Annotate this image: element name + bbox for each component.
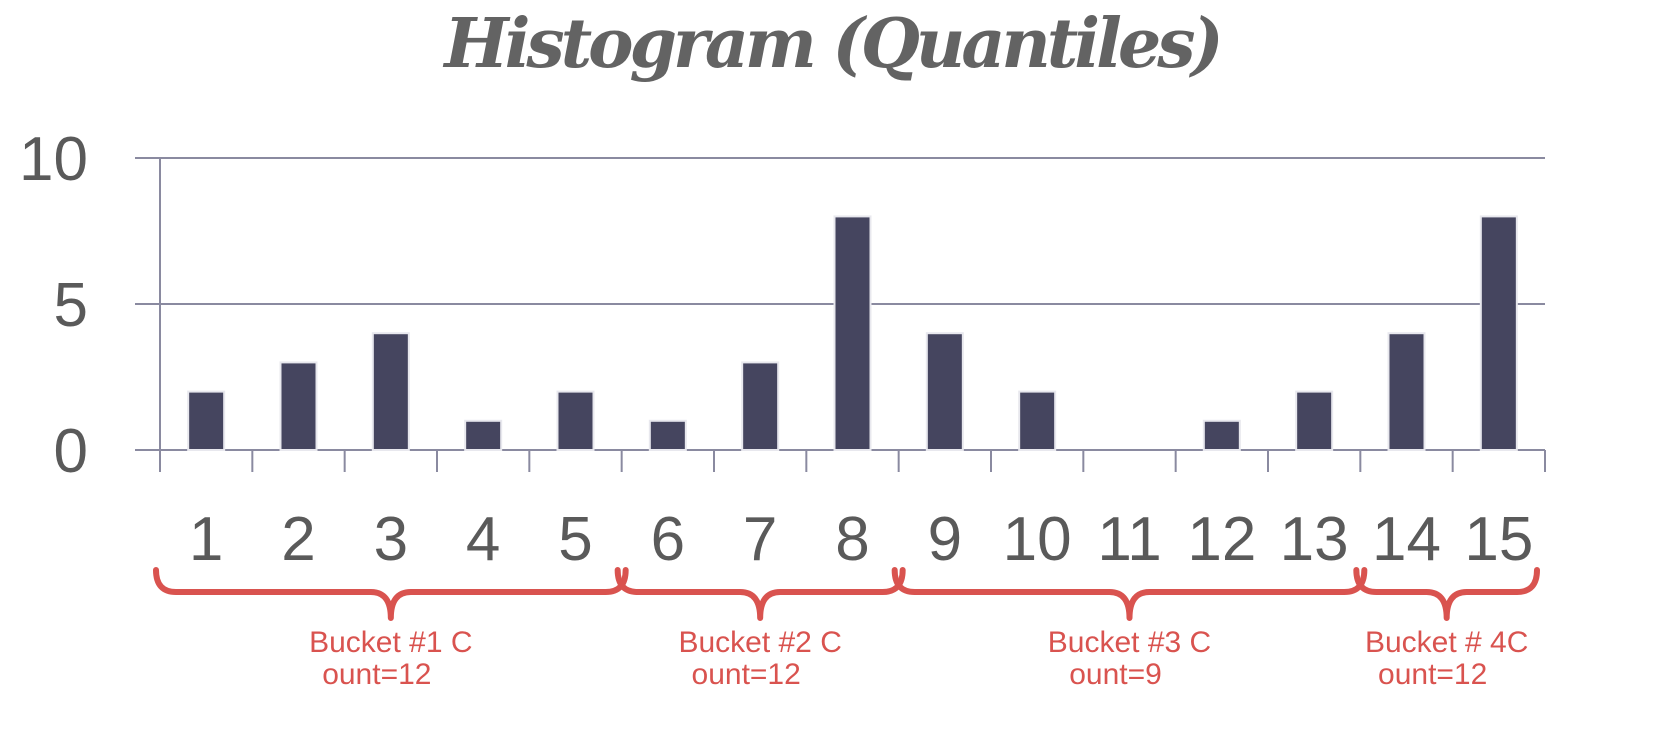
bar-4 bbox=[464, 419, 503, 451]
x-tick-label: 7 bbox=[743, 505, 777, 574]
bucket-4-label-line1: Bucket # 4C bbox=[1365, 626, 1528, 659]
x-tick-label: 3 bbox=[374, 505, 408, 574]
x-tick-label: 13 bbox=[1280, 505, 1349, 574]
y-tick-label: 0 bbox=[54, 417, 88, 486]
bar-7 bbox=[741, 361, 780, 451]
x-tick-label: 10 bbox=[1003, 505, 1072, 574]
bar-6 bbox=[648, 419, 687, 451]
x-tick-label: 5 bbox=[558, 505, 592, 574]
bar-9 bbox=[925, 332, 964, 452]
x-tick-label: 1 bbox=[189, 505, 223, 574]
bar-10 bbox=[1018, 390, 1057, 452]
bucket-2-label-line2: ount=12 bbox=[692, 658, 801, 691]
x-tick-label: 14 bbox=[1372, 505, 1441, 574]
bar-14 bbox=[1387, 332, 1426, 452]
bucket-3-brace bbox=[891, 567, 1368, 621]
bucket-3-label-line2: ount=9 bbox=[1069, 658, 1162, 691]
bar-8 bbox=[833, 215, 872, 451]
x-tick-label: 11 bbox=[1097, 505, 1161, 574]
y-tick-label: 5 bbox=[54, 271, 88, 340]
bar-1 bbox=[187, 390, 226, 452]
chart-title: Histogram (Quantiles) bbox=[444, 4, 1223, 84]
bar-5 bbox=[556, 390, 595, 452]
x-tick-label: 15 bbox=[1464, 505, 1533, 574]
bar-13 bbox=[1295, 390, 1334, 452]
bar-2 bbox=[279, 361, 318, 451]
bucket-1-brace bbox=[153, 567, 629, 621]
bucket-3-label-line1: Bucket #3 C bbox=[1048, 626, 1211, 659]
x-tick-label: 4 bbox=[466, 505, 500, 574]
bucket-2-label-line1: Bucket #2 C bbox=[678, 626, 841, 659]
bar-15 bbox=[1479, 215, 1518, 451]
x-tick-label: 8 bbox=[835, 505, 869, 574]
bucket-4-brace bbox=[1353, 567, 1540, 621]
bucket-2-brace bbox=[614, 567, 906, 621]
bar-12 bbox=[1202, 419, 1241, 451]
bucket-4-label-line2: ount=12 bbox=[1378, 658, 1487, 691]
x-tick-label: 9 bbox=[928, 505, 962, 574]
bucket-1-label-line1: Bucket #1 C bbox=[309, 626, 472, 659]
bar-3 bbox=[371, 332, 410, 452]
x-tick-label: 6 bbox=[651, 505, 685, 574]
x-tick-label: 2 bbox=[281, 505, 315, 574]
bucket-1-label-line2: ount=12 bbox=[322, 658, 431, 691]
y-tick-label: 10 bbox=[19, 125, 88, 194]
x-tick-label: 12 bbox=[1187, 505, 1256, 574]
